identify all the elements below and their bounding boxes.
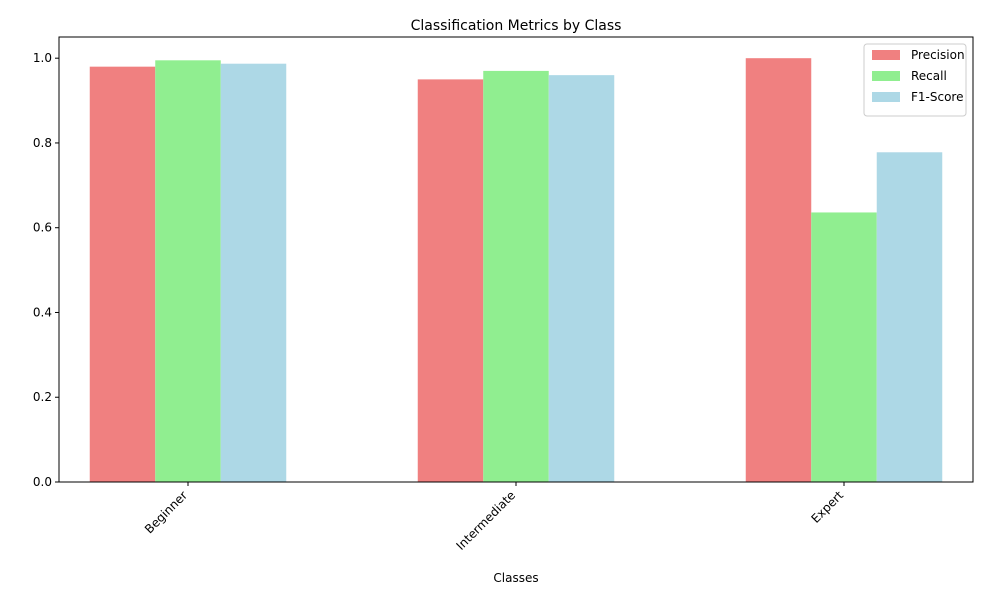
bar-precision-beginner <box>89 66 156 483</box>
y-tick-label: 0.2 <box>33 390 52 404</box>
y-tick-label: 0.4 <box>33 305 52 319</box>
y-tick-label: 0.8 <box>33 136 52 150</box>
y-tick-label: 1.0 <box>33 51 52 65</box>
legend-swatch-f1-score <box>872 92 900 102</box>
legend-label-precision: Precision <box>911 48 965 62</box>
bars-layer <box>89 58 943 483</box>
bar-recall-beginner <box>155 60 221 483</box>
bar-recall-expert <box>811 212 877 482</box>
legend-swatch-recall <box>872 71 900 81</box>
x-tick-label-beginner: Beginner <box>142 488 190 536</box>
bar-f1-score-expert <box>876 152 943 482</box>
bar-recall-intermediate <box>483 70 549 483</box>
legend: Precision Recall F1-Score <box>863 43 967 117</box>
legend-label-f1-score: F1-Score <box>911 90 963 104</box>
chart-title: Classification Metrics by Class <box>411 18 622 34</box>
bar-f1-score-intermediate <box>548 75 615 483</box>
bar-precision-expert <box>745 58 812 482</box>
x-tick-label-intermediate: Intermediate <box>453 488 518 553</box>
x-axis-label: Classes <box>493 571 538 585</box>
y-tick-label: 0.0 <box>33 475 52 489</box>
bar-f1-score-beginner <box>220 63 287 482</box>
y-tick-label: 0.6 <box>33 221 52 235</box>
y-axis: 0.0 0.2 0.4 0.6 0.8 1.0 <box>33 51 59 489</box>
legend-swatch-precision <box>872 50 900 60</box>
bar-precision-intermediate <box>417 79 484 482</box>
legend-label-recall: Recall <box>911 69 947 83</box>
x-axis: Beginner Intermediate Expert <box>142 482 846 553</box>
x-tick-label-expert: Expert <box>808 488 846 526</box>
